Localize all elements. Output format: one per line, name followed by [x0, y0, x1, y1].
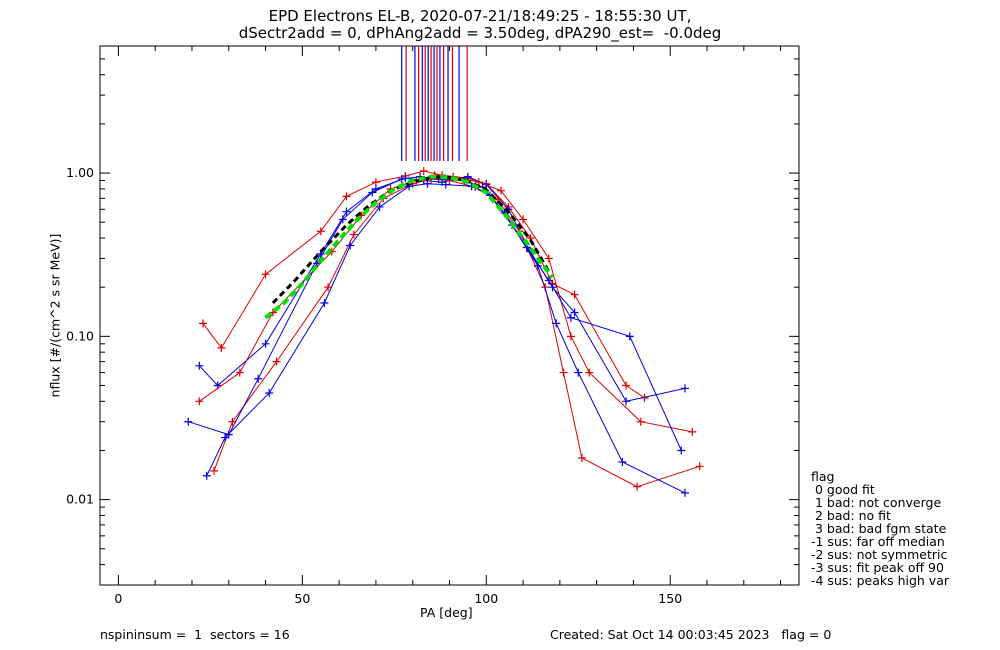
series-point-marker	[224, 430, 233, 439]
median-data-line	[271, 175, 551, 305]
plot-frame	[99, 45, 800, 586]
series-point-marker	[371, 178, 380, 187]
series-point-marker	[559, 368, 568, 377]
series-line	[199, 174, 693, 433]
series-line	[188, 176, 682, 451]
series-point-marker	[577, 453, 586, 462]
series-point-marker	[184, 417, 193, 426]
series-point-marker	[622, 397, 631, 406]
series-point-marker	[195, 361, 204, 370]
chart-title: EPD Electrons EL-B, 2020-07-21/18:49:25 …	[268, 7, 692, 25]
y-tick-label: 0.10	[66, 328, 94, 343]
series-point-marker	[346, 241, 355, 250]
legend-item: -2 sus: not symmetric	[811, 547, 948, 562]
series-point-marker	[375, 202, 384, 211]
legend-item: -4 sus: peaks high var	[811, 573, 950, 588]
series-point-marker	[636, 417, 645, 426]
chart-subtitle: dSectr2add = 0, dPhAng2add = 3.50deg, dP…	[238, 24, 722, 42]
series-point-marker	[544, 276, 553, 285]
series-point-marker	[272, 357, 281, 366]
series-point-marker	[570, 290, 579, 299]
series-point-marker	[544, 254, 553, 263]
series-point-marker	[210, 466, 219, 475]
series-point-marker	[585, 368, 594, 377]
series-point-marker	[371, 184, 380, 193]
legend-item: -3 sus: fit peak off 90	[811, 560, 944, 575]
series-point-marker	[688, 427, 697, 436]
series-point-marker	[566, 332, 575, 341]
y-tick-label: 0.01	[66, 492, 94, 507]
fit-layer	[264, 174, 555, 320]
series-point-marker	[574, 368, 583, 377]
series-point-marker	[368, 188, 377, 197]
series-point-marker	[254, 374, 263, 383]
series-point-marker	[570, 308, 579, 317]
legend-item: 2 bad: no fit	[811, 508, 891, 523]
series-point-marker	[566, 313, 575, 322]
y-axis-label: nflux [#/(cm^2 s sr MeV)]	[47, 233, 63, 398]
series-point-marker	[695, 462, 704, 471]
series-point-marker	[320, 299, 329, 308]
legend-item: 0 good fit	[811, 482, 875, 497]
series-point-marker	[342, 207, 351, 216]
series-point-marker	[441, 180, 450, 189]
legend-item: -1 sus: far off median	[811, 534, 945, 549]
series-point-marker	[552, 319, 561, 328]
series-point-marker	[618, 457, 627, 466]
series-point-marker	[680, 488, 689, 497]
series-point-marker	[423, 179, 432, 188]
series-point-marker	[261, 270, 270, 279]
series-point-marker	[625, 332, 634, 341]
series-point-marker	[261, 339, 270, 348]
series-point-marker	[633, 482, 642, 491]
x-tick-label: 150	[658, 591, 682, 606]
series-point-marker	[313, 259, 322, 268]
axis-ticks: 0 50 100 150 0.01 0.10 1.00	[66, 45, 799, 606]
series-point-marker	[324, 283, 333, 292]
series-line	[213, 178, 700, 488]
footer-left: nspininsum = 1 sectors = 16	[100, 627, 290, 642]
legend-item: 1 bad: not converge	[811, 495, 942, 510]
series-point-marker	[397, 174, 406, 183]
series-point-marker	[202, 471, 211, 480]
series-point-marker	[235, 368, 244, 377]
x-tick-label: 50	[294, 591, 310, 606]
series-point-marker	[677, 446, 686, 455]
series-point-marker	[316, 227, 325, 236]
series-point-marker	[349, 230, 358, 239]
series-layer	[184, 166, 704, 497]
series-point-marker	[519, 215, 528, 224]
series-point-marker	[622, 381, 631, 390]
series-point-marker	[199, 319, 208, 328]
legend: flag 0 good fit 1 bad: not converge 2 ba…	[811, 470, 949, 587]
series-point-marker	[419, 166, 428, 175]
legend-item: 3 bad: bad fgm state	[811, 521, 947, 536]
series-point-marker	[342, 192, 351, 201]
x-tick-label: 0	[114, 591, 122, 606]
series-point-marker	[497, 186, 506, 195]
series-point-marker	[265, 388, 274, 397]
x-axis-label: PA [deg]	[420, 605, 473, 620]
series-point-marker	[680, 384, 689, 393]
series-point-marker	[338, 215, 347, 224]
series-point-marker	[217, 343, 226, 352]
series-point-marker	[195, 397, 204, 406]
y-tick-label: 1.00	[66, 165, 94, 180]
x-tick-label: 100	[474, 591, 498, 606]
vertical-lines	[401, 46, 468, 161]
series-line	[202, 170, 645, 399]
median-fit-line	[264, 174, 555, 320]
legend-title: flag	[811, 469, 835, 484]
footer-right: Created: Sat Oct 14 00:03:45 2023 flag =…	[550, 627, 832, 642]
